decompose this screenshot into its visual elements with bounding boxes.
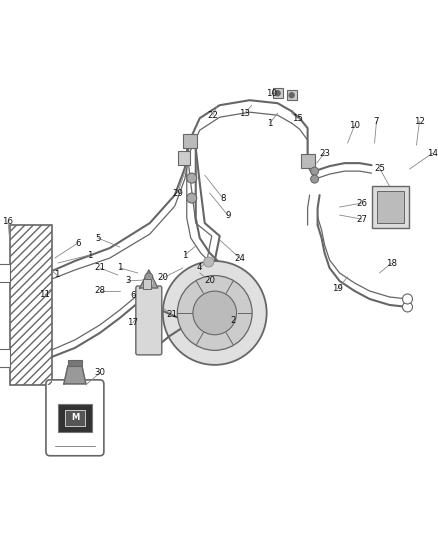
Text: 24: 24 (234, 254, 245, 263)
Text: 23: 23 (319, 149, 330, 158)
Bar (377, 191, 404, 223)
Text: 13: 13 (239, 109, 250, 118)
Text: 21: 21 (94, 263, 106, 272)
Text: 11: 11 (39, 290, 50, 300)
Bar (10, 225, 52, 385)
Bar (286, 90, 297, 100)
Text: 15: 15 (292, 114, 303, 123)
Circle shape (193, 291, 237, 335)
Text: 25: 25 (374, 164, 385, 173)
Polygon shape (64, 366, 86, 384)
Circle shape (275, 91, 280, 96)
Text: 1: 1 (182, 251, 187, 260)
Text: 22: 22 (207, 111, 218, 120)
Bar (68, 360, 82, 366)
Text: 20: 20 (204, 277, 215, 286)
Text: 10: 10 (349, 120, 360, 130)
Circle shape (403, 302, 413, 312)
Text: 12: 12 (414, 117, 425, 126)
FancyBboxPatch shape (46, 380, 104, 456)
Text: 19: 19 (332, 285, 343, 294)
Circle shape (145, 281, 153, 289)
Text: 29: 29 (172, 189, 183, 198)
Text: 27: 27 (356, 215, 367, 223)
Text: 6: 6 (75, 239, 81, 247)
Text: 1: 1 (267, 119, 272, 128)
Bar (65, 410, 85, 426)
Text: 30: 30 (94, 368, 106, 377)
Bar (0, 264, 10, 282)
Bar (0, 349, 10, 367)
Circle shape (187, 193, 197, 203)
Bar (58, 404, 92, 432)
FancyBboxPatch shape (136, 286, 162, 355)
Text: 1: 1 (87, 251, 92, 260)
Text: 1: 1 (117, 263, 123, 272)
Text: 8: 8 (220, 193, 226, 203)
Text: 6: 6 (130, 292, 136, 301)
Circle shape (145, 273, 153, 281)
Circle shape (177, 276, 252, 350)
Bar (371, 186, 410, 228)
Text: 9: 9 (225, 211, 230, 220)
Bar (178, 151, 190, 165)
Text: 14: 14 (427, 149, 438, 158)
Text: 2: 2 (230, 317, 236, 326)
Bar (300, 154, 314, 168)
Text: 20: 20 (157, 273, 168, 282)
Circle shape (403, 294, 413, 304)
Text: 5: 5 (95, 233, 101, 243)
Text: 7: 7 (374, 117, 379, 126)
Circle shape (144, 278, 154, 288)
Bar (272, 88, 283, 98)
Circle shape (163, 261, 267, 365)
Circle shape (289, 93, 294, 98)
Text: 17: 17 (127, 318, 138, 327)
Text: M: M (71, 413, 79, 422)
Text: 1: 1 (54, 270, 60, 279)
Text: 26: 26 (356, 199, 367, 207)
Bar (10, 225, 52, 385)
Text: 18: 18 (386, 259, 397, 268)
Bar (183, 134, 197, 148)
Bar (143, 279, 151, 289)
Circle shape (204, 257, 214, 267)
Polygon shape (140, 270, 158, 288)
Text: 3: 3 (125, 277, 131, 286)
Circle shape (311, 167, 318, 175)
Circle shape (311, 175, 318, 183)
Text: 10: 10 (266, 88, 277, 98)
Text: 21: 21 (166, 310, 177, 319)
Text: 16: 16 (3, 216, 14, 225)
Circle shape (187, 173, 197, 183)
Text: 4: 4 (197, 263, 202, 272)
Text: 28: 28 (94, 286, 106, 295)
